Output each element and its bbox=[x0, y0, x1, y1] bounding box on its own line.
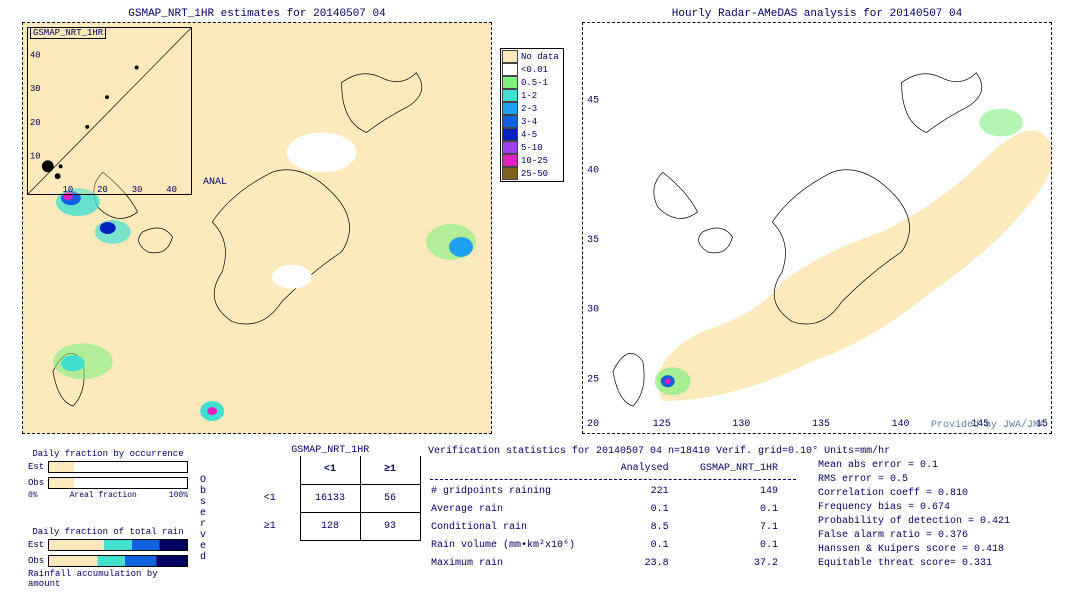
svg-text:20: 20 bbox=[587, 418, 599, 429]
svg-text:10: 10 bbox=[63, 185, 74, 194]
left-map-panel: GSMAP_NRT_1HR estimates for 20140507 04 … bbox=[22, 22, 492, 434]
left-inset: GSMAP_NRT_1HR 10203040 10203040 ANAL bbox=[27, 27, 192, 195]
ct-header: GSMAP_NRT_1HR bbox=[240, 445, 421, 456]
svg-text:40: 40 bbox=[166, 185, 177, 194]
verification-stats: Verification statistics for 20140507 04 … bbox=[428, 445, 1068, 574]
provided-label: Provided by JWA/JMA bbox=[931, 420, 1045, 431]
obs-label: Obs bbox=[28, 478, 48, 488]
svg-text:10: 10 bbox=[30, 151, 41, 161]
svg-text:20: 20 bbox=[97, 185, 108, 194]
svg-text:30: 30 bbox=[587, 304, 599, 315]
inset-anal-label: ANAL bbox=[203, 177, 227, 188]
est-label: Est bbox=[28, 462, 48, 472]
svg-text:40: 40 bbox=[30, 51, 41, 61]
inset-plot: 10 20 30 40 10 20 30 40 bbox=[28, 28, 191, 194]
svg-text:140: 140 bbox=[892, 418, 910, 429]
svg-text:135: 135 bbox=[812, 418, 830, 429]
left-map-title: GSMAP_NRT_1HR estimates for 20140507 04 bbox=[23, 8, 491, 20]
right-map-title: Hourly Radar-AMeDAS analysis for 2014050… bbox=[583, 8, 1051, 20]
svg-text:35: 35 bbox=[587, 234, 599, 245]
svg-text:45: 45 bbox=[587, 95, 599, 106]
colorbar-legend: No data <0.01 0.5-1 1-2 2-3 3-4 4-5 5-10… bbox=[500, 48, 564, 182]
svg-text:125: 125 bbox=[653, 418, 671, 429]
fraction-occurrence: Daily fraction by occurrence Est Obs 0%A… bbox=[28, 449, 188, 500]
svg-text:40: 40 bbox=[587, 164, 599, 175]
frac-rain-title: Daily fraction of total rain bbox=[28, 527, 188, 537]
contingency-table: GSMAP_NRT_1HR <1≥1 <11613356 ≥112893 bbox=[240, 445, 421, 541]
verif-title: Verification statistics for 20140507 04 … bbox=[428, 445, 1068, 459]
fraction-total-rain: Daily fraction of total rain Est Obs Rai… bbox=[28, 527, 188, 589]
inset-label: GSMAP_NRT_1HR bbox=[30, 27, 106, 39]
svg-text:30: 30 bbox=[30, 84, 41, 94]
observed-side-label: Observed bbox=[200, 475, 208, 563]
right-map-panel: Hourly Radar-AMeDAS analysis for 2014050… bbox=[582, 22, 1052, 434]
frac-occ-title: Daily fraction by occurrence bbox=[28, 449, 188, 459]
svg-text:30: 30 bbox=[132, 185, 143, 194]
right-coastlines: 125130135140145 2530354045 1520 bbox=[583, 23, 1051, 433]
svg-text:130: 130 bbox=[732, 418, 750, 429]
svg-text:20: 20 bbox=[30, 118, 41, 128]
svg-text:25: 25 bbox=[587, 373, 599, 384]
